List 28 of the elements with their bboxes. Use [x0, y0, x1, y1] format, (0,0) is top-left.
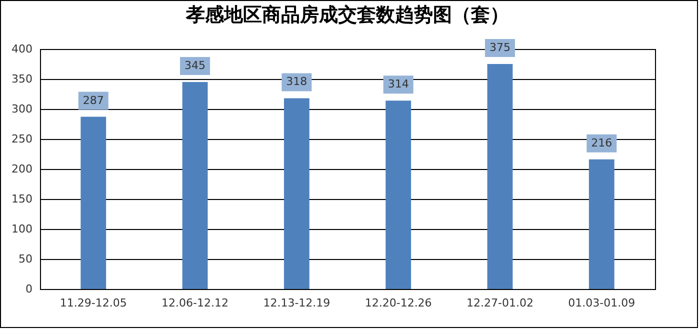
data-label: 216 — [591, 136, 612, 150]
x-tick-label: 12.13-12.19 — [263, 296, 330, 310]
bar — [182, 82, 208, 289]
data-label: 375 — [489, 41, 510, 54]
x-tick-label: 11.29-12.05 — [60, 296, 127, 310]
y-tick-label: 250 — [12, 132, 32, 146]
data-label: 287 — [82, 94, 104, 107]
y-tick-label: 400 — [12, 42, 32, 56]
chart-title: 孝感地区商品房成交套数趋势图（套） — [185, 4, 509, 26]
x-tick-label: 12.06-12.12 — [162, 296, 228, 310]
x-tick-label: 12.20-12.26 — [364, 296, 432, 310]
bar — [588, 159, 614, 289]
bar — [284, 98, 310, 289]
y-tick-label: 200 — [12, 162, 32, 176]
x-tick-label: 01.03-01.09 — [568, 296, 636, 310]
bar — [80, 116, 106, 289]
bar — [386, 100, 412, 289]
y-tick-label: 100 — [12, 222, 32, 236]
y-tick-label: 300 — [12, 102, 32, 116]
data-label: 318 — [286, 75, 308, 88]
y-tick-label: 350 — [12, 72, 32, 86]
x-tick-label: 12.27-01.02 — [466, 296, 534, 310]
bar — [487, 64, 513, 289]
data-label: 314 — [388, 78, 409, 91]
y-tick-label: 50 — [18, 252, 32, 266]
data-label: 345 — [184, 59, 206, 72]
y-tick-label: 0 — [26, 282, 32, 296]
y-tick-label: 150 — [12, 192, 32, 206]
